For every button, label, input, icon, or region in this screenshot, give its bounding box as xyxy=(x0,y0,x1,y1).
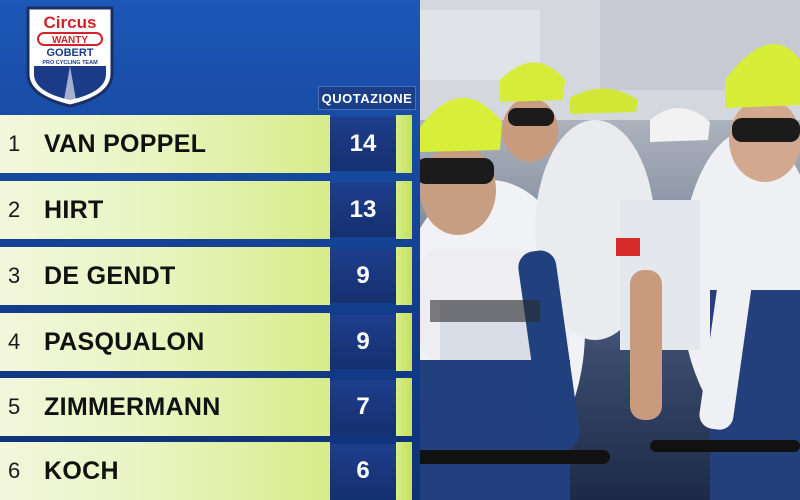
rider-position: 3 xyxy=(8,263,21,288)
rider-position: 5 xyxy=(8,394,21,419)
rider-value: 9 xyxy=(330,315,396,369)
rider-name: KOCH xyxy=(44,457,119,485)
rider-row: 5 ZIMMERMANN 7 xyxy=(0,378,412,436)
rider-position: 1 xyxy=(8,131,21,156)
rider-bar xyxy=(0,115,330,173)
rider-row: 1 VAN POPPEL 14 xyxy=(0,115,412,173)
row-tail xyxy=(396,313,412,371)
rider-value: 13 xyxy=(330,183,396,237)
rider-value: 6 xyxy=(330,444,396,498)
rider-value: 7 xyxy=(330,380,396,434)
rider-bar xyxy=(0,313,330,371)
rider-position: 2 xyxy=(8,197,21,222)
rider-position: 4 xyxy=(8,329,21,354)
team-logo: Circus WANTY GOBERT PRO CYCLING TEAM xyxy=(24,4,116,108)
background-photo-cyclists xyxy=(380,0,800,500)
cyclists-illustration xyxy=(380,0,800,500)
row-tail xyxy=(396,378,412,436)
rider-row: 3 DE GENDT 9 xyxy=(0,247,412,305)
rider-row: 2 HIRT 13 xyxy=(0,181,412,239)
row-tail xyxy=(396,181,412,239)
rider-bar xyxy=(0,442,330,500)
rider-row: 4 PASQUALON 9 xyxy=(0,313,412,371)
logo-line4: PRO CYCLING TEAM xyxy=(42,60,98,66)
shield-icon: Circus WANTY GOBERT PRO CYCLING TEAM xyxy=(26,6,114,108)
quotazione-header: QUOTAZIONE xyxy=(318,86,416,110)
rider-name: VAN POPPEL xyxy=(44,130,207,158)
rider-name: ZIMMERMANN xyxy=(44,393,221,421)
rider-bar xyxy=(0,247,330,305)
rider-bar xyxy=(0,378,330,436)
logo-line3: GOBERT xyxy=(46,47,93,59)
rider-value: 14 xyxy=(330,117,396,171)
row-tail xyxy=(396,247,412,305)
logo-line1: Circus xyxy=(44,13,97,32)
rider-name: PASQUALON xyxy=(44,328,205,356)
rider-row: 6 KOCH 6 xyxy=(0,442,412,500)
rider-name: HIRT xyxy=(44,196,104,224)
row-tail xyxy=(396,442,412,500)
rider-value: 9 xyxy=(330,249,396,303)
rider-bar xyxy=(0,181,330,239)
row-tail xyxy=(396,115,412,173)
rider-position: 6 xyxy=(8,458,21,483)
rider-name: DE GENDT xyxy=(44,262,176,290)
logo-line2: WANTY xyxy=(52,35,88,46)
